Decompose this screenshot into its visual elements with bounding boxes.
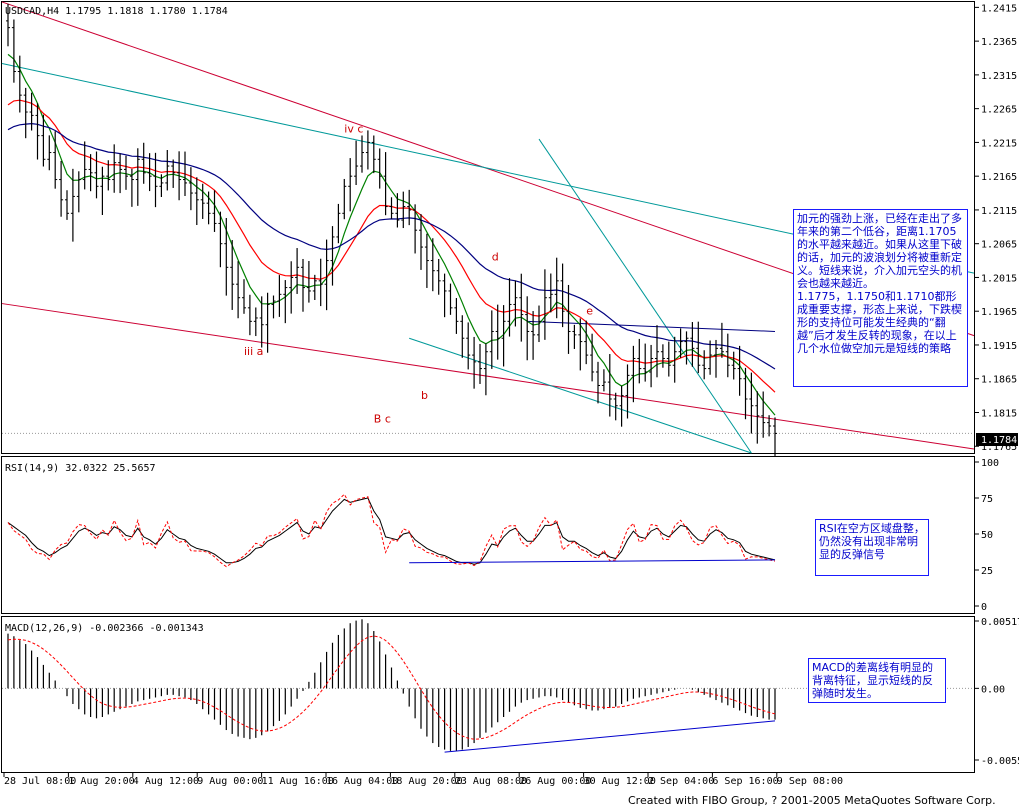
time-tick-label: 4 Aug 12:00 <box>133 776 199 787</box>
price-tick-label: 1.1815 <box>981 408 1017 419</box>
wave-labels: iv c iii a b d e B c <box>244 122 593 425</box>
time-tick-label: 18 Aug 20:00 <box>390 776 462 787</box>
price-tick-label: 1.2415 <box>981 3 1017 14</box>
trendline <box>1 303 975 450</box>
moving-average-line <box>7 99 776 393</box>
macd-panel-frame <box>1 616 975 773</box>
time-tick-label: 26 Aug 00:00 <box>519 776 591 787</box>
macd-histogram <box>7 619 776 753</box>
macd-tick-label: -0.0055 <box>981 756 1019 767</box>
price-panel-frame <box>1 1 975 454</box>
price-tick-label: 1.2315 <box>981 71 1017 82</box>
footer-credit: Created with FIBO Group, ? 2001-2005 Met… <box>628 794 996 807</box>
price-tick-label: 1.2265 <box>981 105 1017 116</box>
price-tick-label: 1.2365 <box>981 37 1017 48</box>
rsi-panel-frame <box>1 456 975 614</box>
trendline <box>409 337 752 454</box>
price-tick-label: 1.2015 <box>981 273 1017 284</box>
time-tick-label: 11 Aug 16:00 <box>262 776 334 787</box>
wave-label: iii a <box>244 345 263 358</box>
time-tick-label: 2 Sep 04:00 <box>648 776 714 787</box>
price-title: USDCAD,H4 1.1795 1.1818 1.1780 1.1784 <box>5 6 228 17</box>
macd-tick-label: 0.00 <box>981 684 1005 695</box>
price-tick-label: 1.2165 <box>981 172 1017 183</box>
price-annotation: 加元的强劲上涨，已经在走出了多年来的第二个低谷，距离1.1705的水平越来越近。… <box>793 209 968 387</box>
moving-average-line <box>7 122 776 370</box>
wave-label: iv c <box>344 122 363 135</box>
rsi-title: RSI(14,9) 32.0322 25.5657 <box>5 463 156 474</box>
time-tick-label: 30 Aug 12:00 <box>584 776 656 787</box>
price-tick-label: 1.2115 <box>981 206 1017 217</box>
rsi-tick-label: 25 <box>981 566 993 577</box>
price-tick-label: 1.1865 <box>981 375 1017 386</box>
wave-label: e <box>586 305 593 318</box>
price-tick-label: 1.1965 <box>981 307 1017 318</box>
time-tick-label: 6 Sep 16:00 <box>712 776 778 787</box>
price-tick-label: 1.2215 <box>981 138 1017 149</box>
rsi-tick-label: 75 <box>981 494 993 505</box>
macd-annotation: MACD的差离线有明显的背离特征，显示短线的反弹随时发生。 <box>808 658 946 703</box>
rsi-support-line <box>409 559 776 564</box>
price-axis: 1.2415 1.2365 1.2315 1.2265 1.2215 1.2165 1.21… <box>2 3 1017 453</box>
time-tick-label: 9 Aug 00:00 <box>197 776 263 787</box>
price-tick-label: 1.2065 <box>981 240 1017 251</box>
time-tick-label: 28 Jul 08:00 <box>4 776 76 787</box>
rsi-signal-line <box>7 493 776 568</box>
rsi-axis: 100 75 50 25 0 <box>975 458 999 613</box>
rsi-lines <box>7 493 776 568</box>
macd-title: MACD(12,26,9) -0.002366 -0.001343 <box>5 623 204 634</box>
wave-label: b <box>421 389 428 402</box>
trendline <box>538 138 752 454</box>
last-price-label: 1.1784 <box>981 435 1017 446</box>
time-tick-label: 23 Aug 08:00 <box>455 776 527 787</box>
time-tick-label: 16 Aug 04:00 <box>326 776 398 787</box>
rsi-annotation: RSI在空方区域盘整，仍然没有出现非常明显的反弹信号 <box>815 519 929 576</box>
time-axis: 28 Jul 08:001 Aug 20:004 Aug 12:009 Aug … <box>3 773 843 787</box>
price-bars <box>6 3 777 456</box>
price-tick-label: 1.1765 <box>981 442 1017 453</box>
macd-divergence-line <box>444 720 776 753</box>
macd-signal-line <box>7 635 776 740</box>
wave-label: B c <box>374 413 391 426</box>
macd-tick-label: 0.00517 <box>981 617 1019 628</box>
wave-label: d <box>492 251 499 264</box>
moving-averages <box>7 53 776 416</box>
trendline <box>527 320 776 332</box>
rsi-line <box>7 497 776 565</box>
rsi-tick-label: 50 <box>981 530 993 541</box>
time-tick-label: 9 Sep 08:00 <box>777 776 843 787</box>
rsi-tick-label: 100 <box>981 458 999 469</box>
time-tick-label: 1 Aug 20:00 <box>68 776 134 787</box>
last-price-box <box>976 433 1018 446</box>
rsi-tick-label: 0 <box>981 602 987 613</box>
price-tick-label: 1.1915 <box>981 341 1017 352</box>
